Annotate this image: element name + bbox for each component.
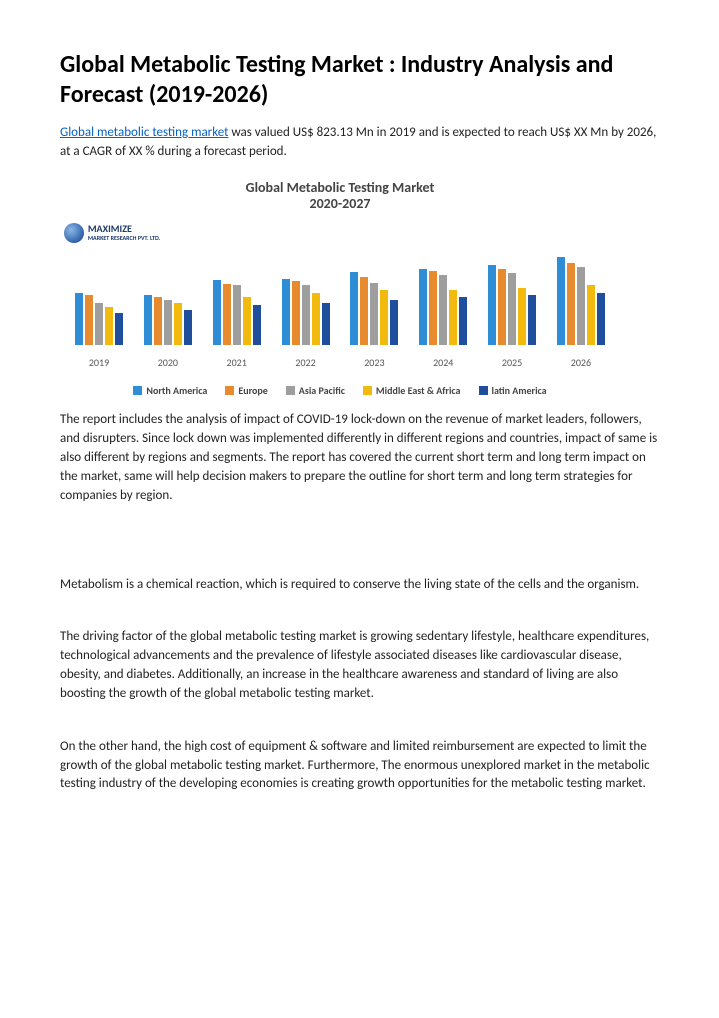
bar <box>282 279 290 345</box>
legend-item: Middle East & Africa <box>363 384 461 397</box>
bar <box>223 284 231 345</box>
bar <box>508 273 516 345</box>
x-axis-label: 2025 <box>483 356 541 369</box>
bar <box>370 283 378 345</box>
legend-item: latin America <box>479 384 547 397</box>
legend-label: North America <box>146 384 207 397</box>
bar <box>557 257 565 345</box>
x-axis-label: 2021 <box>208 356 266 369</box>
bar <box>174 303 182 345</box>
legend-swatch <box>479 386 488 395</box>
legend-label: latin America <box>492 384 547 397</box>
bar <box>302 285 310 345</box>
bar <box>184 310 192 345</box>
chart-legend: North America Europe Asia Pacific Middle Ea… <box>60 369 620 397</box>
bar <box>439 275 447 345</box>
year-group <box>483 265 541 345</box>
paragraph-covid: The report includes the analysis of impa… <box>60 411 659 505</box>
legend-item: Europe <box>225 384 267 397</box>
x-axis-label: 2026 <box>552 356 610 369</box>
bar <box>115 313 123 345</box>
bar <box>390 300 398 345</box>
bar <box>154 297 162 345</box>
bar <box>360 277 368 345</box>
legend-label: Europe <box>238 384 267 397</box>
x-axis-label: 2024 <box>414 356 472 369</box>
bar <box>488 265 496 345</box>
bar <box>253 305 261 345</box>
paragraph-drivers: The driving factor of the global metabol… <box>60 628 659 703</box>
x-axis-label: 2019 <box>70 356 128 369</box>
paragraph-metabolism: Metabolism is a chemical reaction, which… <box>60 576 659 595</box>
paragraph-restraints: On the other hand, the high cost of equi… <box>60 738 659 795</box>
legend-swatch <box>133 386 142 395</box>
bar <box>233 285 241 345</box>
page-title: Global Metabolic Testing Market : Indust… <box>60 50 659 110</box>
bar <box>518 288 526 345</box>
x-axis-label: 2023 <box>345 356 403 369</box>
bar <box>164 300 172 345</box>
bar <box>213 280 221 345</box>
year-group <box>345 272 403 345</box>
x-axis-label: 2022 <box>277 356 335 369</box>
bar <box>577 267 585 345</box>
bar <box>322 303 330 345</box>
year-group <box>70 293 128 345</box>
bar <box>105 307 113 345</box>
bar <box>292 281 300 345</box>
chart-container: Global Metabolic Testing Market 2020-202… <box>60 180 620 398</box>
legend-swatch <box>225 386 234 395</box>
legend-label: Asia Pacific <box>299 384 345 397</box>
bar <box>85 295 93 345</box>
bar <box>498 269 506 345</box>
legend-item: Asia Pacific <box>286 384 345 397</box>
bar <box>597 293 605 345</box>
bar <box>429 271 437 345</box>
chart-plot-area: MAXIMIZE MARKET RESEARCH PVT. LTD. 20192… <box>60 219 620 369</box>
intro-paragraph: Global metabolic testing market was valu… <box>60 124 659 162</box>
year-group <box>414 269 472 345</box>
year-group <box>277 279 335 345</box>
bar <box>528 295 536 345</box>
legend-item: North America <box>133 384 207 397</box>
year-group <box>139 295 197 345</box>
bar <box>459 297 467 345</box>
bar <box>587 285 595 345</box>
market-link[interactable]: Global metabolic testing market <box>60 125 228 140</box>
x-axis-label: 2020 <box>139 356 197 369</box>
bar <box>95 303 103 345</box>
legend-swatch <box>363 386 372 395</box>
bar <box>243 297 251 345</box>
bar <box>350 272 358 345</box>
year-group <box>208 280 266 345</box>
bar <box>312 293 320 345</box>
bar <box>380 290 388 345</box>
chart-title: Global Metabolic Testing Market 2020-202… <box>60 180 620 214</box>
bar <box>419 269 427 345</box>
bar <box>567 263 575 345</box>
legend-swatch <box>286 386 295 395</box>
bar <box>449 290 457 345</box>
bar <box>144 295 152 345</box>
year-group <box>552 257 610 345</box>
legend-label: Middle East & Africa <box>376 384 461 397</box>
bar <box>75 293 83 345</box>
